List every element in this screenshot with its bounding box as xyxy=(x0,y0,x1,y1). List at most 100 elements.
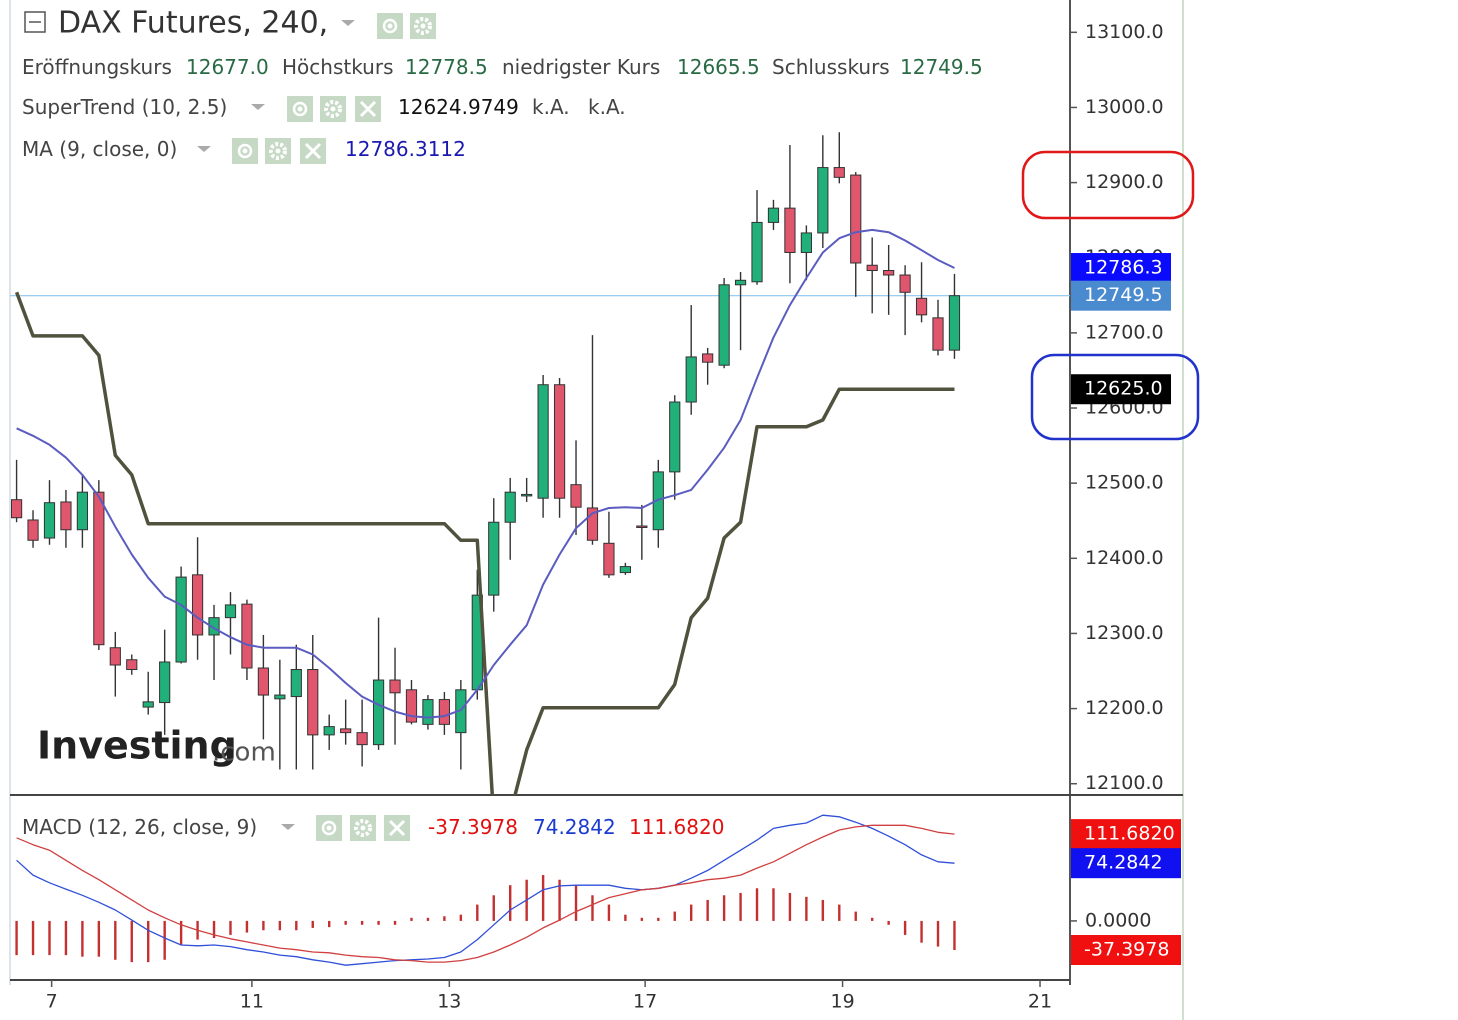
histogram-bar xyxy=(755,888,759,921)
histogram-bar xyxy=(328,920,331,928)
histogram-bar xyxy=(722,895,726,921)
histogram-bar xyxy=(739,892,742,921)
legend-label: Höchstkurs xyxy=(282,55,394,79)
histogram-bar xyxy=(788,892,792,921)
x-tick-label: 21 xyxy=(1028,991,1052,1013)
candle-body xyxy=(307,669,319,736)
icon-glyph[interactable] xyxy=(388,819,406,837)
icon-gear[interactable] xyxy=(410,13,436,39)
icon-glyph[interactable] xyxy=(387,23,393,29)
icon-x[interactable] xyxy=(300,138,326,164)
collapse-box[interactable] xyxy=(24,11,46,33)
candle-body xyxy=(702,353,714,363)
legend-label: niedrigster Kurs xyxy=(502,55,660,79)
candle-body xyxy=(866,264,878,272)
legend-label: Eröffnungskurs xyxy=(22,55,172,79)
icon-x[interactable] xyxy=(384,815,410,841)
candle-body xyxy=(734,279,747,286)
candle-body xyxy=(915,297,928,316)
icon-glyph[interactable] xyxy=(237,143,253,159)
histogram-bar xyxy=(81,920,84,957)
indicator-line xyxy=(16,228,955,719)
y-tick-label: 13000.0 xyxy=(1085,96,1164,118)
indicator-value: 111.6820 xyxy=(629,815,724,839)
icon-glyph[interactable] xyxy=(242,148,248,154)
icon-gear[interactable] xyxy=(320,96,346,122)
icon-eye[interactable] xyxy=(232,138,258,164)
dropdown-arrow[interactable] xyxy=(281,824,295,830)
histogram-bar xyxy=(15,920,18,956)
candle-body xyxy=(817,167,829,234)
supertrend-legend: SuperTrend (10, 2.5) 12624.9749 k.A. k.A… xyxy=(22,95,626,119)
icon-glyph[interactable] xyxy=(420,23,426,29)
dropdown-arrow[interactable] xyxy=(251,104,265,110)
histogram-bar xyxy=(459,914,463,921)
candle-body xyxy=(833,167,845,178)
collapse-button[interactable] xyxy=(24,11,46,33)
chart-title: DAX Futures, 240, xyxy=(58,6,328,41)
y-tick-label: 12200.0 xyxy=(1085,697,1164,719)
indicator-line xyxy=(16,824,955,963)
histogram-bar xyxy=(772,888,775,921)
icon-glyph[interactable] xyxy=(326,825,332,831)
icon-glyph[interactable] xyxy=(324,100,342,118)
icon-glyph[interactable] xyxy=(275,148,281,154)
histogram-bar xyxy=(936,920,940,947)
price-badge xyxy=(1071,848,1181,879)
histogram-bar xyxy=(558,879,561,921)
candle-body xyxy=(405,689,418,723)
highlight-blue xyxy=(1030,353,1200,441)
icon-glyph[interactable] xyxy=(292,101,308,117)
icon-glyph[interactable] xyxy=(330,106,336,112)
y-tick-label: 12400.0 xyxy=(1085,547,1164,569)
icon-glyph[interactable] xyxy=(359,100,377,118)
candle-body xyxy=(159,661,171,704)
candle-body xyxy=(43,502,56,539)
icon-eye[interactable] xyxy=(287,96,313,122)
candle-body xyxy=(290,669,302,698)
histogram-bar xyxy=(179,920,183,946)
axes: 12100.012200.012300.012400.012500.012600… xyxy=(46,13,1181,1013)
histogram-bar xyxy=(377,920,380,925)
candle-body xyxy=(142,701,154,708)
price-badge xyxy=(1071,253,1171,284)
icon-glyph[interactable] xyxy=(360,825,366,831)
histogram-bar xyxy=(690,904,693,921)
candle-body xyxy=(274,694,286,700)
histogram-bar xyxy=(64,920,68,956)
dropdown-arrow[interactable] xyxy=(341,20,355,26)
candle-body xyxy=(488,521,500,596)
icon-glyph[interactable] xyxy=(414,17,432,35)
icon-glyph[interactable] xyxy=(269,142,287,160)
icon-glyph[interactable] xyxy=(304,142,322,160)
candle-body xyxy=(208,617,220,636)
icon-gear[interactable] xyxy=(350,815,376,841)
histogram-bar xyxy=(657,917,660,921)
histogram-bar xyxy=(903,920,907,935)
watermark: Investing xyxy=(37,724,237,768)
y-tick-label: 12300.0 xyxy=(1085,622,1164,644)
histogram-bar xyxy=(229,920,232,935)
icon-glyph[interactable] xyxy=(354,819,372,837)
histogram-bar xyxy=(426,917,430,921)
candle-body xyxy=(356,732,368,746)
candle-body xyxy=(553,384,566,499)
icon-eye[interactable] xyxy=(377,13,403,39)
histogram-bar xyxy=(591,895,594,921)
indicator-value: k.A. xyxy=(588,95,626,119)
icon-x[interactable] xyxy=(355,96,381,122)
icon-glyph[interactable] xyxy=(382,18,398,34)
icon-glyph[interactable] xyxy=(321,820,337,836)
indicator-name: MACD (12, 26, close, 9) xyxy=(22,815,257,839)
price-badge xyxy=(1071,280,1171,311)
icon-glyph[interactable] xyxy=(297,106,303,112)
histogram-bar xyxy=(163,920,166,960)
candle-body xyxy=(175,576,187,663)
histogram-bar xyxy=(97,920,101,957)
indicator-line xyxy=(16,814,955,966)
icon-eye[interactable] xyxy=(316,815,342,841)
icon-gear[interactable] xyxy=(265,138,291,164)
dropdown-arrow[interactable] xyxy=(197,146,211,152)
